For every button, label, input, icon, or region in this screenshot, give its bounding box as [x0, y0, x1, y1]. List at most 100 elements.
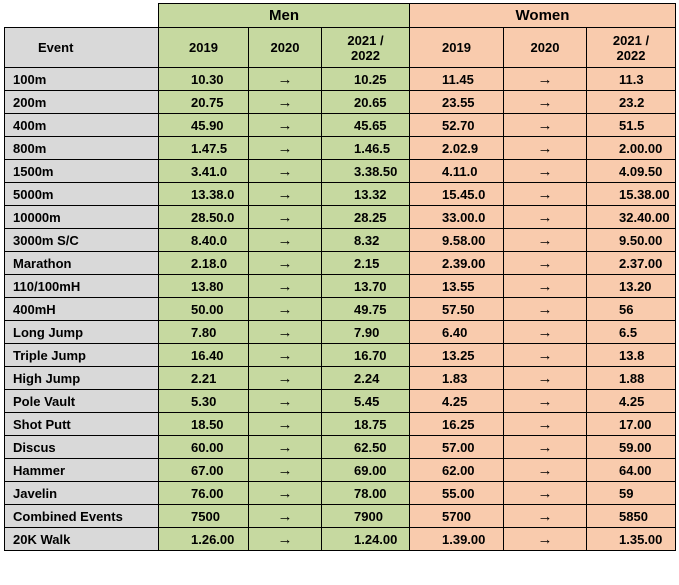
- women-2019-cell: 33.00.0: [409, 205, 504, 229]
- table-row: 800m 1.47.5 → 1.46.5 2.02.9 → 2.00.00: [4, 136, 676, 160]
- women-2019-cell: 16.25: [409, 412, 504, 436]
- men-2019-cell: 67.00: [158, 458, 249, 482]
- men-2019-cell: 76.00: [158, 481, 249, 505]
- table-row: Marathon 2.18.0 → 2.15 2.39.00 → 2.37.00: [4, 251, 676, 275]
- event-cell: Shot Putt: [4, 412, 159, 436]
- men-arrow-icon: →: [248, 458, 322, 482]
- men-2019-cell: 7500: [158, 504, 249, 528]
- women-2021-cell: 13.8: [586, 343, 676, 367]
- table-row: 400m 45.90 → 45.65 52.70 → 51.5: [4, 113, 676, 137]
- men-2021-cell: 28.25: [321, 205, 410, 229]
- women-2019-cell: 4.11.0: [409, 159, 504, 183]
- men-arrow-icon: →: [248, 205, 322, 229]
- men-2019-cell: 3.41.0: [158, 159, 249, 183]
- women-arrow-icon: →: [503, 389, 587, 413]
- women-2019-cell: 57.50: [409, 297, 504, 321]
- men-arrow-icon: →: [248, 297, 322, 321]
- group-header-row: Men Women: [4, 3, 676, 28]
- women-2019-cell: 5700: [409, 504, 504, 528]
- men-2021-cell: 2.15: [321, 251, 410, 275]
- men-2019-cell: 13.38.0: [158, 182, 249, 206]
- women-arrow-icon: →: [503, 113, 587, 137]
- women-2021-cell: 51.5: [586, 113, 676, 137]
- event-cell: Javelin: [4, 481, 159, 505]
- women-2019-cell: 6.40: [409, 320, 504, 344]
- women-2019-cell: 23.55: [409, 90, 504, 114]
- women-2021-header-line2: 2022: [616, 47, 646, 63]
- men-2021-header-line2: 2022: [351, 47, 380, 63]
- women-2021-cell: 1.88: [586, 366, 676, 390]
- women-2019-cell: 4.25: [409, 389, 504, 413]
- women-2021-cell: 17.00: [586, 412, 676, 436]
- men-2021-cell: 2.24: [321, 366, 410, 390]
- event-cell: 800m: [4, 136, 159, 160]
- table-row: Discus 60.00 → 62.50 57.00 → 59.00: [4, 435, 676, 459]
- event-cell: 110/100mH: [4, 274, 159, 298]
- men-arrow-icon: →: [248, 389, 322, 413]
- women-2021-cell: 59: [586, 481, 676, 505]
- men-2021-cell: 13.32: [321, 182, 410, 206]
- men-2021-cell: 18.75: [321, 412, 410, 436]
- men-2019-cell: 13.80: [158, 274, 249, 298]
- event-cell: Long Jump: [4, 320, 159, 344]
- women-2019-cell: 52.70: [409, 113, 504, 137]
- table-row: High Jump 2.21 → 2.24 1.83 → 1.88: [4, 366, 676, 390]
- table-row: 400mH 50.00 → 49.75 57.50 → 56: [4, 297, 676, 321]
- men-2021-cell: 16.70: [321, 343, 410, 367]
- standards-table: Men Women Event 2019 2020 2021 / 2022 20…: [4, 3, 676, 551]
- corner-cell: [4, 3, 159, 28]
- women-2021-cell: 5850: [586, 504, 676, 528]
- men-2019-cell: 18.50: [158, 412, 249, 436]
- event-cell: 100m: [4, 67, 159, 91]
- women-2019-cell: 13.25: [409, 343, 504, 367]
- men-arrow-icon: →: [248, 228, 322, 252]
- table-row: 100m 10.30 → 10.25 11.45 → 11.3: [4, 67, 676, 91]
- women-2021-cell: 32.40.00: [586, 205, 676, 229]
- women-2019-cell: 1.83: [409, 366, 504, 390]
- men-2021-cell: 62.50: [321, 435, 410, 459]
- men-2021-cell: 78.00: [321, 481, 410, 505]
- event-cell: 20K Walk: [4, 527, 159, 551]
- women-2019-cell: 15.45.0: [409, 182, 504, 206]
- men-2021-cell: 7.90: [321, 320, 410, 344]
- women-arrow-icon: →: [503, 435, 587, 459]
- women-2019-cell: 11.45: [409, 67, 504, 91]
- women-group-header: Women: [409, 3, 676, 28]
- men-arrow-icon: →: [248, 412, 322, 436]
- women-2021-cell: 4.09.50: [586, 159, 676, 183]
- women-2021-cell: 1.35.00: [586, 527, 676, 551]
- event-cell: 400m: [4, 113, 159, 137]
- table-row: Shot Putt 18.50 → 18.75 16.25 → 17.00: [4, 412, 676, 436]
- men-2019-cell: 16.40: [158, 343, 249, 367]
- table-row: 10000m 28.50.0 → 28.25 33.00.0 → 32.40.00: [4, 205, 676, 229]
- men-2019-cell: 60.00: [158, 435, 249, 459]
- women-2021-cell: 2.37.00: [586, 251, 676, 275]
- table-row: Long Jump 7.80 → 7.90 6.40 → 6.5: [4, 320, 676, 344]
- men-arrow-icon: →: [248, 527, 322, 551]
- men-arrow-icon: →: [248, 481, 322, 505]
- table-row: Javelin 76.00 → 78.00 55.00 → 59: [4, 481, 676, 505]
- men-2021-cell: 1.46.5: [321, 136, 410, 160]
- men-2019-cell: 28.50.0: [158, 205, 249, 229]
- event-cell: Marathon: [4, 251, 159, 275]
- table-row: 3000m S/C 8.40.0 → 8.32 9.58.00 → 9.50.00: [4, 228, 676, 252]
- men-2020-header: 2020: [248, 27, 322, 68]
- women-2021-cell: 6.5: [586, 320, 676, 344]
- women-2019-cell: 62.00: [409, 458, 504, 482]
- table-row: 5000m 13.38.0 → 13.32 15.45.0 → 15.38.00: [4, 182, 676, 206]
- men-arrow-icon: →: [248, 136, 322, 160]
- women-2021-cell: 15.38.00: [586, 182, 676, 206]
- men-2021-cell: 3.38.50: [321, 159, 410, 183]
- men-2019-header: 2019: [158, 27, 249, 68]
- men-arrow-icon: →: [248, 274, 322, 298]
- column-header-row: Event 2019 2020 2021 / 2022 2019 2020 20…: [4, 27, 676, 68]
- women-arrow-icon: →: [503, 251, 587, 275]
- women-2019-cell: 2.02.9: [409, 136, 504, 160]
- women-arrow-icon: →: [503, 504, 587, 528]
- women-arrow-icon: →: [503, 274, 587, 298]
- women-2021-cell: 23.2: [586, 90, 676, 114]
- women-2021-header: 2021 / 2022: [586, 27, 676, 68]
- men-2019-cell: 5.30: [158, 389, 249, 413]
- table-row: Triple Jump 16.40 → 16.70 13.25 → 13.8: [4, 343, 676, 367]
- men-arrow-icon: →: [248, 504, 322, 528]
